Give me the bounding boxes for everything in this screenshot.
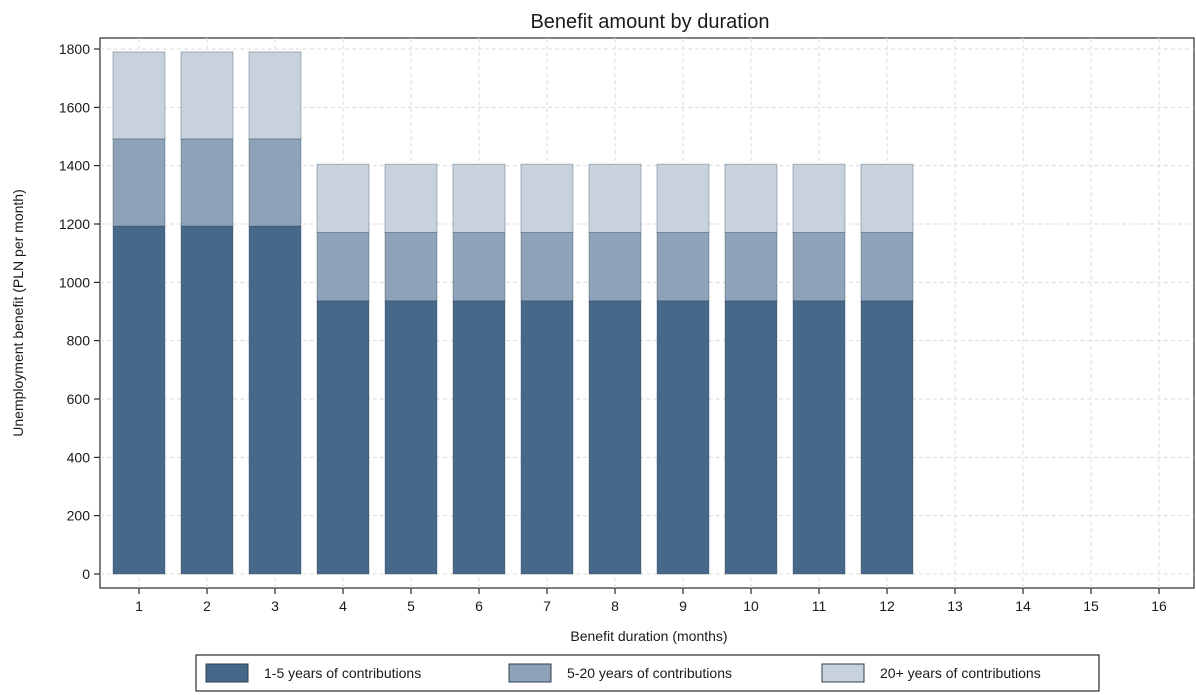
x-axis: 1 2 3 4 5 6 7 8 9 10 11 12 13 14 15 16 [135,588,1167,614]
y-tick-label: 400 [67,449,91,465]
x-tick-label: 13 [947,598,963,614]
legend-swatch-3 [821,663,865,683]
bar-segment-2 [180,138,234,227]
y-axis: 0 200 400 600 800 1000 1200 1400 1600 1800 [59,41,100,582]
x-tick-label: 16 [1151,598,1167,614]
y-tick-label: 600 [67,391,91,407]
x-tick-label: 15 [1083,598,1099,614]
bar-segment-3 [656,163,710,233]
bar-segment-3 [724,163,778,233]
bar-segment-1 [112,225,166,575]
x-tick-label: 2 [203,598,211,614]
bar-segment-1 [384,300,438,575]
bar-segment-3 [792,163,846,233]
x-tick-label: 7 [543,598,551,614]
legend: 1-5 years of contributions 5-20 years of … [195,654,1100,692]
chart-title: Benefit amount by duration [530,11,769,33]
y-tick-label: 1200 [59,216,90,232]
bar-segment-3 [384,163,438,233]
y-tick-label: 1800 [59,41,90,57]
bar-segment-3 [520,163,574,233]
y-tick-label: 800 [67,333,91,349]
x-tick-label: 8 [611,598,619,614]
x-tick-label: 12 [879,598,895,614]
bar-segment-3 [588,163,642,233]
bar-segment-2 [860,231,914,302]
bar-segment-1 [792,300,846,575]
y-tick-label: 1000 [59,274,90,290]
bar-segment-1 [180,225,234,575]
bar-segment-3 [316,163,370,233]
x-tick-label: 1 [135,598,143,614]
legend-swatch-1 [205,663,249,683]
x-tick-label: 5 [407,598,415,614]
bar-segment-1 [248,225,302,575]
bar-segment-3 [180,51,234,140]
x-tick-label: 14 [1015,598,1031,614]
x-tick-label: 9 [679,598,687,614]
bar-segment-2 [588,231,642,302]
bar-segment-1 [316,300,370,575]
bar-segment-2 [316,231,370,302]
y-tick-label: 0 [82,566,90,582]
bars [112,51,914,575]
legend-box [195,654,1100,692]
plot-area [99,37,1195,589]
bar-segment-3 [248,51,302,140]
legend-swatch-2 [508,663,552,683]
x-tick-label: 6 [475,598,483,614]
legend-label-1: 1-5 years of contributions [264,665,421,681]
bar-segment-3 [452,163,506,233]
bar-segment-1 [520,300,574,575]
bar-segment-2 [384,231,438,302]
bar-segment-2 [452,231,506,302]
bar-segment-1 [656,300,710,575]
legend-label-2: 5-20 years of contributions [567,665,732,681]
bar-segment-2 [656,231,710,302]
x-tick-label: 3 [271,598,279,614]
y-tick-label: 1600 [59,99,90,115]
x-axis-label: Benefit duration (months) [570,628,727,644]
bar-segment-3 [112,51,166,140]
bar-segment-2 [520,231,574,302]
x-tick-label: 4 [339,598,347,614]
y-tick-label: 1400 [59,158,90,174]
y-tick-label: 200 [67,508,91,524]
y-axis-label: Unemployment benefit (PLN per month) [10,189,26,436]
bar-segment-2 [724,231,778,302]
bar-segment-1 [452,300,506,575]
bar-segment-1 [588,300,642,575]
bar-segment-1 [724,300,778,575]
x-tick-label: 10 [743,598,759,614]
legend-label-3: 20+ years of contributions [880,665,1041,681]
x-tick-label: 11 [812,598,827,614]
bar-segment-3 [860,163,914,233]
bar-segment-2 [248,138,302,227]
bar-segment-2 [792,231,846,302]
bar-segment-2 [112,138,166,227]
bar-segment-1 [860,300,914,575]
